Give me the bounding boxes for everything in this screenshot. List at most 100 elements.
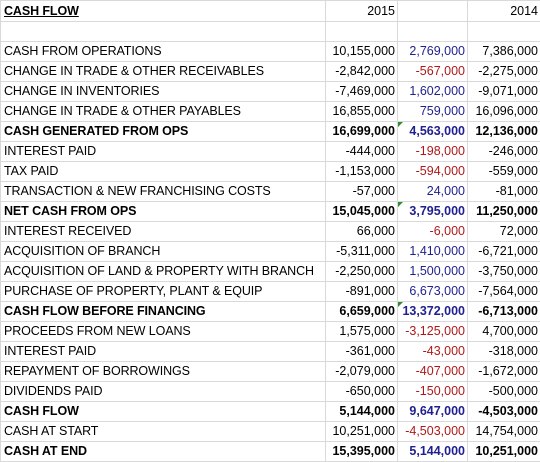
value-difference[interactable]: 2,769,000 — [397, 41, 468, 62]
row-label[interactable]: CHANGE IN INVENTORIES — [0, 81, 326, 102]
value-2014[interactable]: -1,672,000 — [467, 361, 540, 382]
value-2014[interactable]: -3,750,000 — [467, 261, 540, 282]
value-2015[interactable]: 15,395,000 — [325, 441, 398, 462]
value-2014[interactable]: -7,564,000 — [467, 281, 540, 302]
value-2015[interactable]: -1,153,000 — [325, 161, 398, 182]
value-2014[interactable]: -559,000 — [467, 161, 540, 182]
row-label[interactable]: CASH AT START — [0, 421, 326, 442]
row-label[interactable]: TRANSACTION & NEW FRANCHISING COSTS — [0, 181, 326, 202]
value-2015[interactable]: 1,575,000 — [325, 321, 398, 342]
value-2014[interactable]: -318,000 — [467, 341, 540, 362]
value-2015[interactable]: 6,659,000 — [325, 301, 398, 322]
value-difference[interactable]: 1,602,000 — [397, 81, 468, 102]
row-label[interactable]: ACQUISITION OF BRANCH — [0, 241, 326, 262]
value-difference[interactable]: 5,144,000 — [397, 441, 468, 462]
value-difference[interactable]: -407,000 — [397, 361, 468, 382]
row-label[interactable]: INTEREST RECEIVED — [0, 221, 326, 242]
column-header-2014[interactable]: 2014 — [467, 0, 540, 22]
value-difference[interactable]: 3,795,000 — [397, 201, 468, 222]
value-2014[interactable]: -6,721,000 — [467, 241, 540, 262]
table-row: CHANGE IN TRADE & OTHER PAYABLES 16,855,0… — [0, 101, 540, 122]
row-label[interactable]: PROCEEDS FROM NEW LOANS — [0, 321, 326, 342]
empty-cell[interactable] — [0, 21, 326, 42]
value-2014[interactable]: -9,071,000 — [467, 81, 540, 102]
value-difference[interactable]: -6,000 — [397, 221, 468, 242]
row-label[interactable]: CASH FROM OPERATIONS — [0, 41, 326, 62]
value-difference[interactable]: -43,000 — [397, 341, 468, 362]
sheet-title[interactable]: CASH FLOW — [0, 0, 326, 22]
table-row: CASH FLOW BEFORE FINANCING 6,659,000 13,37… — [0, 301, 540, 322]
value-difference[interactable]: -198,000 — [397, 141, 468, 162]
value-difference[interactable]: -3,125,000 — [397, 321, 468, 342]
empty-cell[interactable] — [325, 21, 398, 42]
row-label[interactable]: ACQUISITION OF LAND & PROPERTY WITH BRAN… — [0, 261, 326, 282]
value-2015[interactable]: -2,842,000 — [325, 61, 398, 82]
value-2014[interactable]: 11,250,000 — [467, 201, 540, 222]
value-2015[interactable]: 5,144,000 — [325, 401, 398, 422]
table-row: INTEREST PAID -361,000 -43,000 -318,000 — [0, 341, 540, 362]
value-2015[interactable]: 10,251,000 — [325, 421, 398, 442]
value-2015[interactable]: -2,079,000 — [325, 361, 398, 382]
column-header-difference[interactable] — [397, 0, 468, 22]
value-2014[interactable]: 10,251,000 — [467, 441, 540, 462]
value-2015[interactable]: 16,699,000 — [325, 121, 398, 142]
value-2015[interactable]: -7,469,000 — [325, 81, 398, 102]
row-label[interactable]: CHANGE IN TRADE & OTHER RECEIVABLES — [0, 61, 326, 82]
row-label[interactable]: CASH FLOW BEFORE FINANCING — [0, 301, 326, 322]
value-difference[interactable]: -567,000 — [397, 61, 468, 82]
value-2014[interactable]: -81,000 — [467, 181, 540, 202]
value-difference[interactable]: 1,500,000 — [397, 261, 468, 282]
value-difference[interactable]: 4,563,000 — [397, 121, 468, 142]
column-header-2015[interactable]: 2015 — [325, 0, 398, 22]
value-difference[interactable]: 24,000 — [397, 181, 468, 202]
value-2015[interactable]: 15,045,000 — [325, 201, 398, 222]
row-label[interactable]: CASH FLOW — [0, 401, 326, 422]
row-label[interactable]: CHANGE IN TRADE & OTHER PAYABLES — [0, 101, 326, 122]
table-row: CHANGE IN TRADE & OTHER RECEIVABLES -2,84… — [0, 61, 540, 82]
value-2014[interactable]: 7,386,000 — [467, 41, 540, 62]
empty-cell[interactable] — [467, 21, 540, 42]
value-2014[interactable]: -4,503,000 — [467, 401, 540, 422]
row-label[interactable]: TAX PAID — [0, 161, 326, 182]
value-2015[interactable]: 16,855,000 — [325, 101, 398, 122]
value-2015[interactable]: -444,000 — [325, 141, 398, 162]
value-2015[interactable]: -361,000 — [325, 341, 398, 362]
value-difference[interactable]: 1,410,000 — [397, 241, 468, 262]
value-difference[interactable]: 6,673,000 — [397, 281, 468, 302]
value-2014[interactable]: 16,096,000 — [467, 101, 540, 122]
value-difference[interactable]: -594,000 — [397, 161, 468, 182]
value-difference[interactable]: -150,000 — [397, 381, 468, 402]
row-label[interactable]: CASH AT END — [0, 441, 326, 462]
value-difference[interactable]: 759,000 — [397, 101, 468, 122]
value-difference[interactable]: 13,372,000 — [397, 301, 468, 322]
value-difference[interactable]: -4,503,000 — [397, 421, 468, 442]
value-2014[interactable]: 14,754,000 — [467, 421, 540, 442]
row-label[interactable]: PURCHASE OF PROPERTY, PLANT & EQUIP — [0, 281, 326, 302]
row-label[interactable]: INTEREST PAID — [0, 341, 326, 362]
table-row: CASH GENERATED FROM OPS 16,699,000 4,563,0… — [0, 121, 540, 142]
row-label[interactable]: DIVIDENDS PAID — [0, 381, 326, 402]
value-2014[interactable]: 12,136,000 — [467, 121, 540, 142]
value-2014[interactable]: -2,275,000 — [467, 61, 540, 82]
row-label[interactable]: REPAYMENT OF BORROWINGS — [0, 361, 326, 382]
row-label[interactable]: INTEREST PAID — [0, 141, 326, 162]
value-2015[interactable]: 66,000 — [325, 221, 398, 242]
value-2014[interactable]: -246,000 — [467, 141, 540, 162]
value-2014[interactable]: -6,713,000 — [467, 301, 540, 322]
value-2015[interactable]: 10,155,000 — [325, 41, 398, 62]
table-row: CASH AT END 15,395,000 5,144,000 10,251,000 — [0, 441, 540, 462]
row-label[interactable]: CASH GENERATED FROM OPS — [0, 121, 326, 142]
table-row: PURCHASE OF PROPERTY, PLANT & EQUIP -891,… — [0, 281, 540, 302]
empty-cell[interactable] — [397, 21, 468, 42]
row-label[interactable]: NET CASH FROM OPS — [0, 201, 326, 222]
value-2014[interactable]: -500,000 — [467, 381, 540, 402]
value-2015[interactable]: -2,250,000 — [325, 261, 398, 282]
value-difference[interactable]: 9,647,000 — [397, 401, 468, 422]
value-2014[interactable]: 4,700,000 — [467, 321, 540, 342]
value-2015[interactable]: -891,000 — [325, 281, 398, 302]
value-2015[interactable]: -650,000 — [325, 381, 398, 402]
table-row: CHANGE IN INVENTORIES -7,469,000 1,602,000… — [0, 81, 540, 102]
value-2015[interactable]: -57,000 — [325, 181, 398, 202]
value-2015[interactable]: -5,311,000 — [325, 241, 398, 262]
value-2014[interactable]: 72,000 — [467, 221, 540, 242]
